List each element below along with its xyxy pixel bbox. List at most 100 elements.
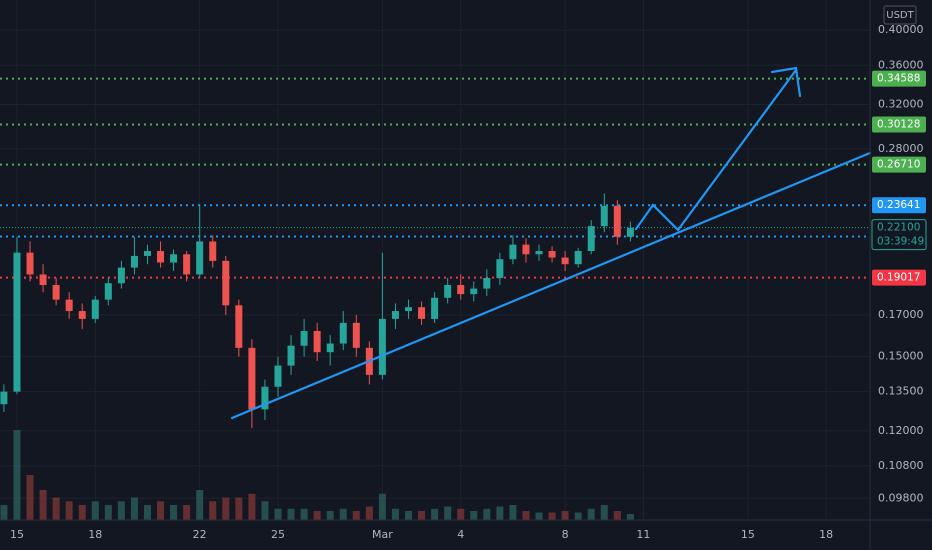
volume-bar [183, 505, 191, 520]
candle-body [235, 305, 243, 348]
countdown: 03:39:49 [877, 236, 924, 248]
volume-bar [457, 508, 465, 520]
candle-body [170, 254, 178, 263]
volume-bar [261, 501, 269, 520]
volume-bar [509, 505, 517, 520]
y-tick-label: 0.17000 [878, 308, 924, 321]
level-label-box [872, 269, 926, 286]
volume-bar [600, 505, 608, 520]
x-tick-label: Mar [372, 528, 393, 541]
volume-bar [287, 508, 295, 520]
candle-body [300, 330, 308, 346]
volume-bar [378, 493, 386, 520]
volume-bar [431, 508, 439, 520]
y-tick-label: 0.36000 [878, 58, 924, 71]
candle-body [522, 244, 530, 255]
last-price-box [871, 219, 927, 251]
volume-bar [300, 508, 308, 520]
volume-bar [326, 511, 334, 520]
volume-bar [65, 501, 73, 520]
y-tick-label: 0.15000 [878, 350, 924, 363]
candle-body [470, 288, 478, 295]
volume-bar [222, 497, 230, 520]
volume-bar [274, 508, 282, 520]
x-tick-label: 18 [88, 528, 102, 541]
level-label: 0.26710 [877, 159, 920, 171]
volume-bar [626, 514, 634, 520]
trend-line [230, 151, 872, 420]
candle-body [209, 241, 217, 261]
candle-body [587, 226, 595, 252]
volume-bar [13, 430, 21, 520]
candle-body [418, 307, 426, 319]
candle-body [0, 391, 8, 405]
volume-bar [235, 497, 243, 520]
volume-bar [522, 511, 530, 520]
candle-body [143, 251, 151, 256]
volume-bar [157, 501, 165, 520]
y-tick-label: 0.40000 [878, 23, 924, 36]
y-tick-label: 0.32000 [878, 97, 924, 110]
volume-bar [104, 505, 112, 520]
volume-bar [248, 493, 256, 520]
volume-bar [405, 511, 413, 520]
candle-body [52, 285, 60, 300]
candle-body [91, 299, 99, 319]
candle-body [391, 311, 399, 319]
volume-bar [52, 497, 60, 520]
candle-body [352, 322, 360, 348]
levels [0, 77, 870, 279]
x-tick-label: 25 [271, 528, 285, 541]
candle-body [496, 259, 504, 278]
level-label: 0.30128 [877, 119, 920, 131]
volume-bar [91, 501, 99, 520]
volume-bar [535, 512, 543, 520]
volume-bar [78, 505, 86, 520]
volume-bar [117, 501, 125, 520]
x-tick-label: 22 [193, 528, 207, 541]
volume-bar [0, 505, 8, 520]
level-label: 0.19017 [877, 272, 920, 284]
volume-bar [613, 511, 621, 520]
candle-body [339, 322, 347, 344]
volume-bar [209, 501, 217, 520]
unit-label: USDT [886, 10, 914, 21]
candle-body [222, 260, 230, 306]
candle-body [65, 299, 73, 312]
candle-body [509, 244, 517, 260]
volume-bar [391, 508, 399, 520]
volume-bar [339, 508, 347, 520]
volume-bar [352, 511, 360, 520]
unit-box [883, 5, 917, 25]
last-price-label: 0.22100 [877, 222, 920, 234]
candle-body [548, 251, 556, 258]
x-tick-label: 4 [457, 528, 464, 541]
candle-body [78, 311, 86, 319]
level-label-box [872, 70, 926, 87]
volume-bar [574, 512, 582, 520]
volume-bar [483, 508, 491, 520]
candle-body [26, 252, 34, 275]
level-label-box [872, 156, 926, 173]
y-tick-label: 0.12000 [878, 424, 924, 437]
volume-bar [196, 490, 204, 520]
volume-bar [39, 490, 47, 520]
candle-body [405, 307, 413, 312]
level-label-box [872, 116, 926, 133]
candle-body [313, 330, 321, 353]
candle-body [157, 251, 165, 263]
volume-bar [26, 475, 34, 520]
candle-body [261, 386, 269, 410]
volume-bar [313, 511, 321, 520]
x-tick-label: 15 [741, 528, 755, 541]
volume-bar [496, 506, 504, 520]
candle-body [248, 347, 256, 410]
x-tick-label: 8 [562, 528, 569, 541]
candle-body [600, 205, 608, 227]
candle-body [274, 365, 282, 387]
candle-body [457, 285, 465, 295]
candles [0, 193, 634, 429]
